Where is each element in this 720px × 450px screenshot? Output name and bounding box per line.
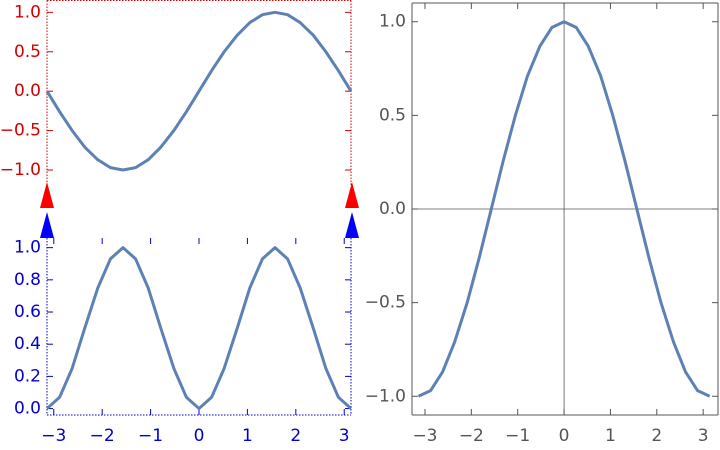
- x-tick-label: 3: [339, 426, 350, 446]
- y-tick-label: 0.0: [379, 199, 406, 219]
- x-tick-label: −1: [138, 426, 163, 446]
- x-tick-label: −2: [459, 426, 484, 446]
- y-tick-label: −1.0: [365, 386, 406, 406]
- x-tick-label: −2: [90, 426, 115, 446]
- curve: [46, 246, 352, 411]
- x-tick-label: 2: [651, 426, 662, 446]
- y-tick-label: −1.0: [0, 160, 41, 180]
- x-tick-label: 1: [242, 426, 253, 446]
- x-tick-label: 2: [290, 426, 301, 446]
- x-tick-label: −3: [41, 426, 66, 446]
- y-tick-label: 1.0: [14, 2, 41, 22]
- x-tick-label: −1: [505, 426, 530, 446]
- x-tick-label: 1: [605, 426, 616, 446]
- x-tick-label: 3: [698, 426, 709, 446]
- y-tick-label: 0.6: [14, 302, 41, 322]
- y-tick-label: 0.5: [14, 42, 41, 62]
- y-tick-label: 1.0: [379, 12, 406, 32]
- y-tick-label: 1.0: [14, 238, 41, 258]
- x-tick-label: −3: [412, 426, 437, 446]
- y-tick-label: −0.5: [0, 121, 41, 141]
- y-tick-label: 0.4: [14, 334, 41, 354]
- y-tick-label: 0.0: [14, 399, 41, 419]
- curve: [45, 10, 353, 172]
- curve: [417, 20, 711, 398]
- y-tick-label: 0.2: [14, 366, 41, 386]
- y-tick-label: 0.0: [14, 81, 41, 101]
- arrow: [40, 212, 54, 238]
- y-tick-label: −0.5: [365, 293, 406, 313]
- arrow: [345, 182, 359, 208]
- y-tick-label: 0.5: [379, 105, 406, 125]
- y-tick-label: 0.8: [14, 270, 41, 290]
- x-tick-label: 0: [559, 426, 570, 446]
- arrow: [345, 212, 359, 238]
- arrow: [40, 182, 54, 208]
- x-tick-label: 0: [194, 426, 205, 446]
